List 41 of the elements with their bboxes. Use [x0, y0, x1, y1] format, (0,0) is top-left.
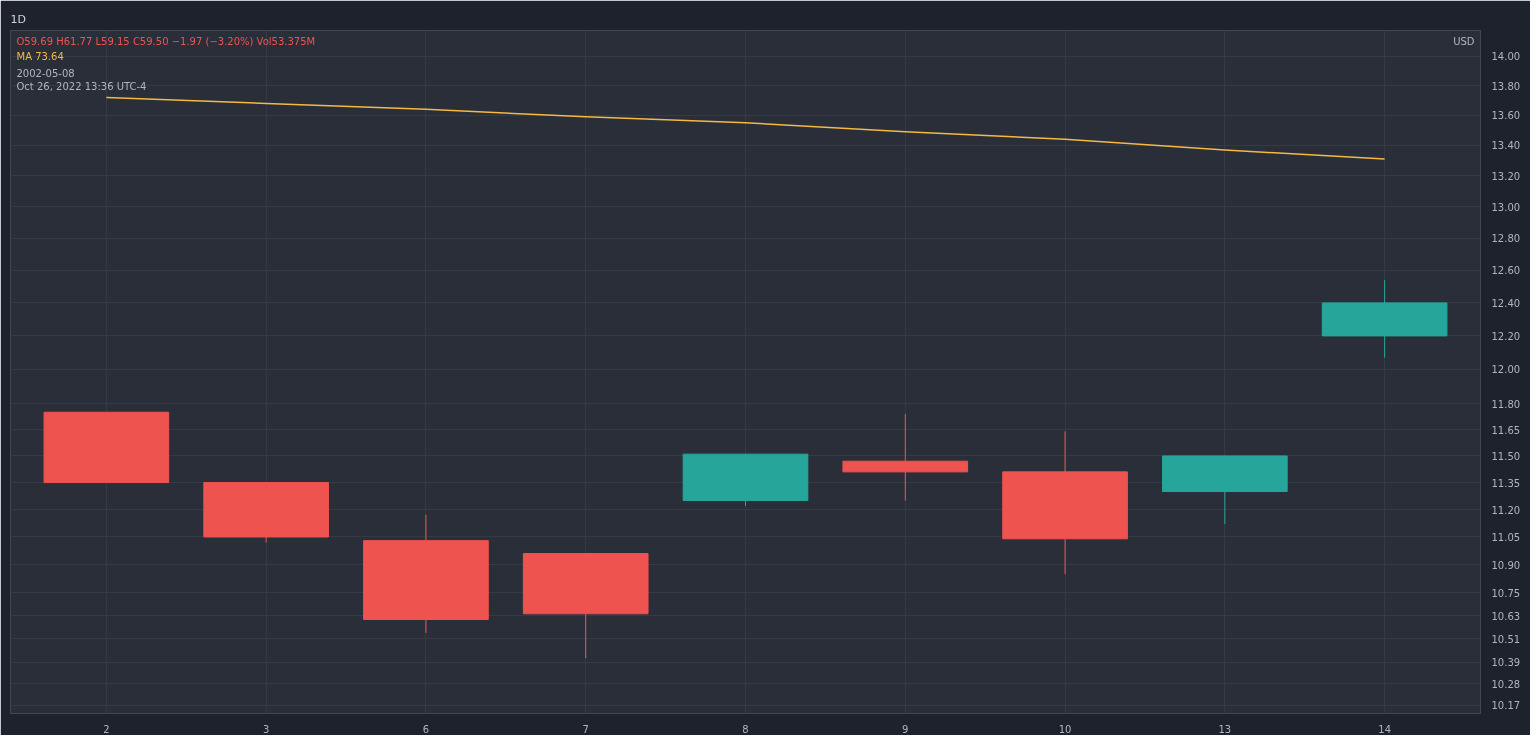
y-tick-label: 13.00 — [1491, 201, 1521, 213]
y-tick-label: 10.17 — [1491, 700, 1521, 712]
y-tick-label: 13.20 — [1491, 170, 1521, 182]
x-tick-label: 8 — [742, 723, 749, 735]
x-tick-label: 13 — [1218, 723, 1232, 735]
y-tick-label: 12.20 — [1491, 330, 1521, 342]
y-tick-label: 11.65 — [1491, 424, 1521, 436]
y-tick-label: 12.60 — [1491, 265, 1521, 277]
y-tick-label: 14.00 — [1491, 51, 1521, 63]
x-tick-label: 3 — [262, 723, 270, 735]
y-tick-label: 13.60 — [1491, 110, 1521, 122]
chart-title: 1D — [10, 12, 26, 26]
annotation: MA 73.64 — [16, 50, 64, 62]
y-tick-label: 10.63 — [1491, 610, 1521, 622]
y-tick-label: 12.40 — [1491, 297, 1521, 309]
x-tick-label: 10 — [1058, 723, 1072, 735]
x-tick-label: 14 — [1378, 723, 1391, 735]
y-tick-label: 12.00 — [1491, 364, 1521, 376]
y-axis-title: USD — [1453, 35, 1475, 47]
x-tick-label: 6 — [422, 723, 430, 735]
y-tick-label: 10.51 — [1491, 633, 1521, 645]
line-series — [105, 96, 1386, 160]
annotation: 2002-05-08 — [16, 67, 75, 79]
y-tick-label: 10.90 — [1491, 559, 1521, 571]
y-tick-label: 11.20 — [1491, 504, 1521, 516]
y-tick-label: 10.39 — [1491, 657, 1521, 669]
candlestick — [842, 413, 969, 502]
y-tick-label: 12.80 — [1491, 233, 1521, 245]
x-tick-label: 7 — [582, 723, 589, 735]
y-tick-label: 11.80 — [1491, 398, 1521, 410]
y-tick-label: 11.50 — [1491, 450, 1521, 462]
annotation: O59.69 H61.77 L59.15 C59.50 −1.97 (−3.20%) Vol53.375M — [16, 35, 316, 47]
x-tick-label: 2 — [103, 723, 110, 735]
y-tick-label: 13.80 — [1491, 80, 1521, 92]
y-tick-label: 10.75 — [1491, 587, 1521, 599]
y-tick-label: 11.05 — [1491, 531, 1521, 543]
y-tick-label: 11.35 — [1491, 477, 1521, 489]
y-tick-label: 10.28 — [1491, 678, 1521, 690]
y-tick-label: 13.40 — [1491, 140, 1521, 152]
annotation: Oct 26, 2022 13:36 UTC-4 — [16, 80, 147, 92]
x-tick-label: 9 — [902, 723, 909, 735]
